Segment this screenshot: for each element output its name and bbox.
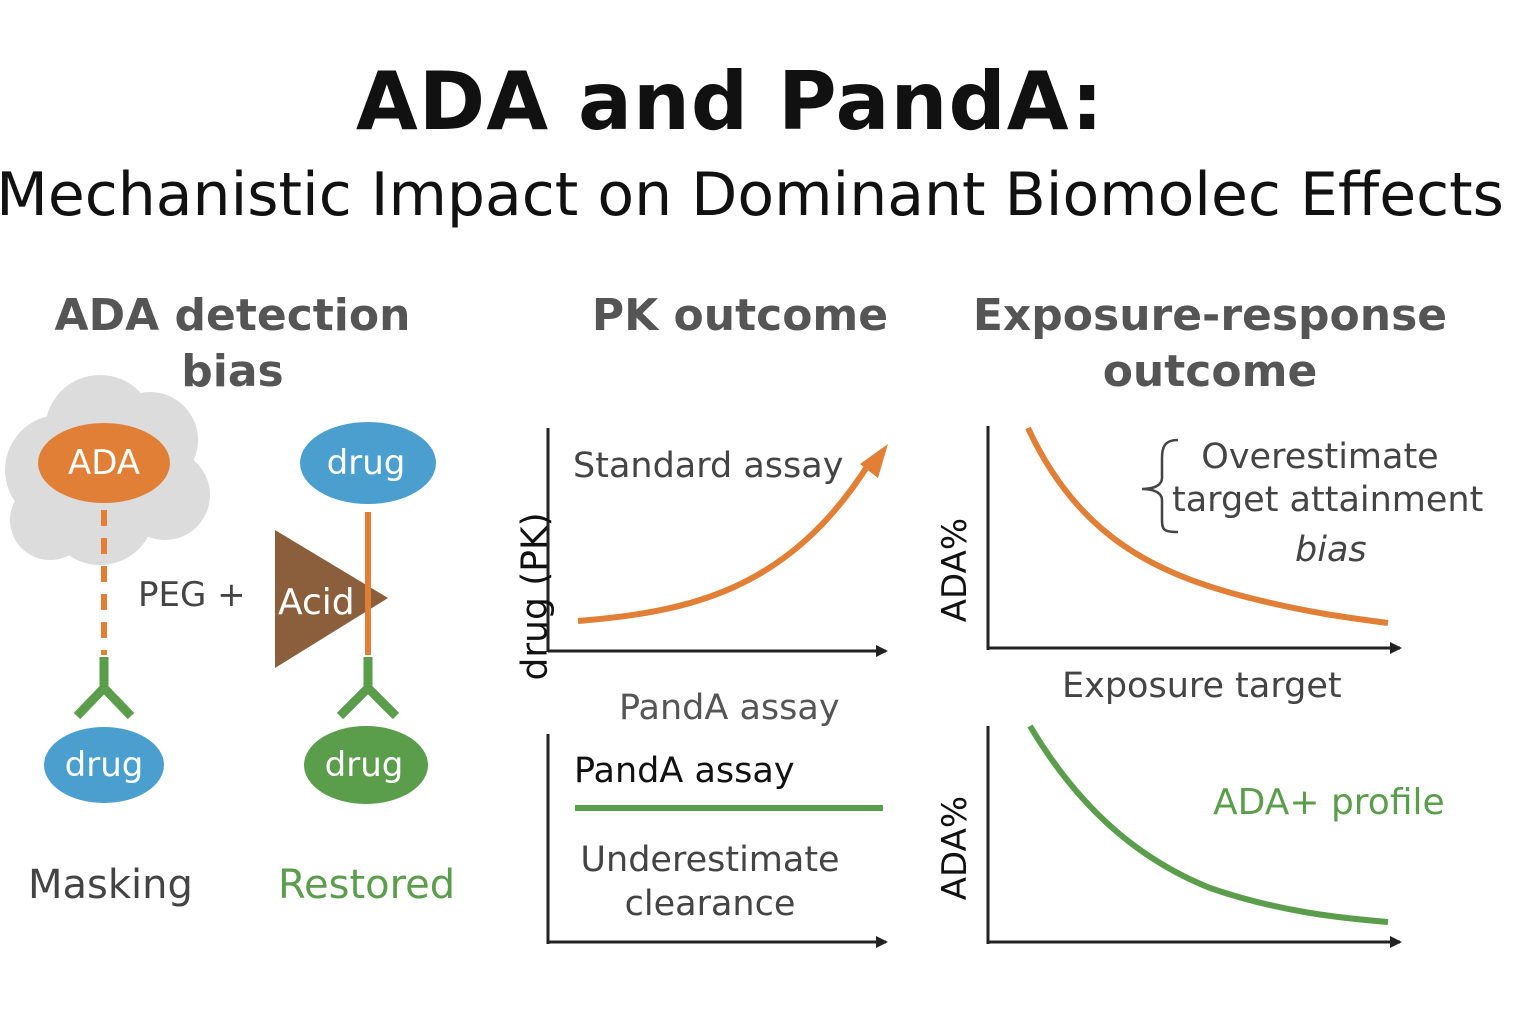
underestimate-label-line2: clearance (624, 884, 796, 924)
pk-y-axis-label: drug (PK) (514, 512, 556, 681)
pk-standard-curve (577, 460, 873, 624)
restored-label: Restored (278, 862, 456, 908)
masking-label: Masking (28, 862, 193, 908)
ada-bubble-label: ADA (67, 443, 141, 483)
er-panel-title-line2: outcome (1102, 346, 1318, 397)
drug-left-label: drug (64, 745, 144, 785)
er-panel-title: Exposure-response outcome (960, 288, 1460, 400)
pk-top-axes (546, 428, 888, 657)
underestimate-label-line1: Underestimate (580, 840, 840, 880)
page-subtitle: Mechanistic Impact on Dominant Biomolec … (0, 160, 1504, 230)
overestimate-label-line1: Overestimate (1201, 437, 1439, 477)
er-bottom-curve (1027, 724, 1389, 925)
er-bottom-y-axis-label: ADA% (935, 795, 975, 901)
pk-panel-title: PK outcome (591, 290, 889, 341)
bias-brace-icon (1141, 438, 1179, 534)
er-bottom-axes (986, 726, 1402, 948)
panda-assay-caption: PandA assay (619, 688, 840, 728)
ada-panel-title: ADA detection bias (54, 290, 411, 397)
antibody-icon-right (336, 657, 400, 720)
ada-positive-profile-label: ADA+ profile (1213, 782, 1445, 823)
drug-top-label: drug (326, 443, 406, 483)
ada-ellipse (38, 423, 170, 503)
pk-curve-arrowhead (860, 444, 888, 478)
panda-assay-label: PandA assay (574, 751, 795, 791)
antibody-icon-left (73, 657, 135, 720)
overestimate-label-line2: target attainment (1172, 480, 1484, 520)
drug-ellipse-top (300, 422, 436, 504)
peg-label: PEG + (138, 575, 246, 615)
page-title: ADA and PandA: (355, 55, 1105, 148)
pk-bottom-axes (546, 734, 888, 948)
er-x-axis-label: Exposure target (1062, 666, 1342, 706)
drug-ellipse-left (44, 727, 164, 803)
er-panel-title-line1: Exposure-response (972, 290, 1448, 341)
acid-triangle (275, 530, 388, 668)
er-top-curve (1025, 426, 1389, 626)
er-top-y-axis-label: ADA% (935, 517, 975, 623)
bias-label: bias (1295, 530, 1367, 570)
drug-right-label: drug (324, 745, 404, 785)
drug-ellipse-right (304, 726, 428, 804)
er-top-axes (986, 426, 1402, 654)
acid-label: Acid (278, 582, 355, 623)
standard-assay-label: Standard assay (573, 446, 844, 486)
